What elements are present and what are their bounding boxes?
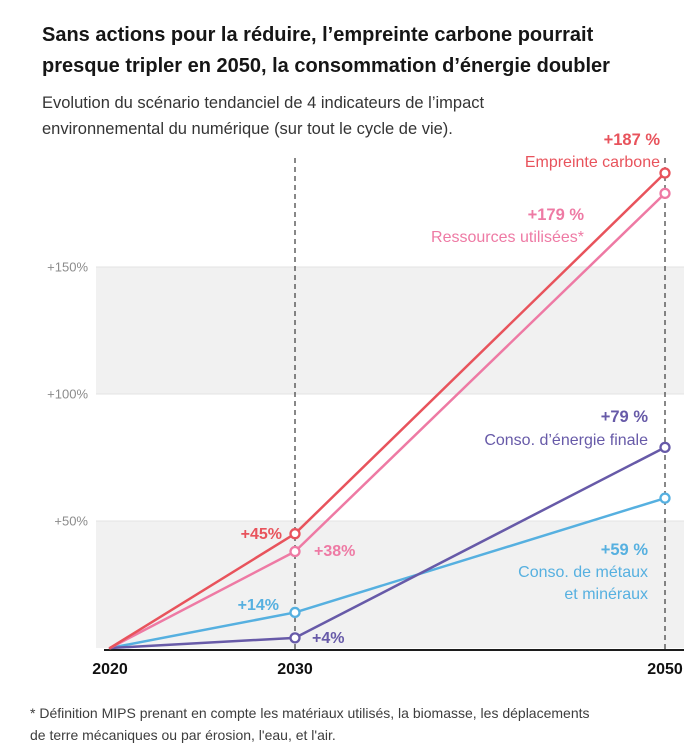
data-point [289,632,301,644]
point-label-2030: +14% [238,597,279,614]
x-axis-tick-label: 2030 [277,661,313,678]
series-end-name: Empreinte carbone [525,154,660,171]
x-axis-tick-label: 2050 [647,661,683,678]
y-axis-tick-label: +50% [54,514,88,529]
series-end-value: +179 % [528,206,585,224]
series-end-name: Conso. d’énergie finale [484,432,648,449]
series-end-value: +59 % [601,541,649,559]
y-axis-tick-label: +100% [47,387,88,402]
point-label-2030: +4% [312,630,344,647]
series-end-value: +79 % [601,408,649,426]
data-point [659,492,671,504]
series-end-name: Ressources utilisées* [431,229,584,246]
y-axis-tick-label: +150% [47,260,88,275]
x-axis-tick-label: 2020 [92,661,128,678]
data-point [659,187,671,199]
grid-band [96,267,684,394]
footnote: * Définition MIPS prenant en compte les … [30,705,590,743]
series-end-value: +187 % [604,131,661,149]
page-subtitle: Evolution du scénario tendanciel de 4 in… [42,94,485,139]
data-point [289,528,301,540]
grid-band [96,521,684,648]
point-label-2030: +38% [314,543,355,560]
data-point [659,441,671,453]
series-end-name: Conso. de métaux [518,564,648,581]
data-point [289,606,301,619]
data-point [659,167,671,179]
page-title: Sans actions pour la réduire, l’empreint… [42,24,610,77]
data-point [289,545,301,558]
point-label-2030: +45% [241,526,282,543]
series-end-name: et minéraux [564,586,648,603]
